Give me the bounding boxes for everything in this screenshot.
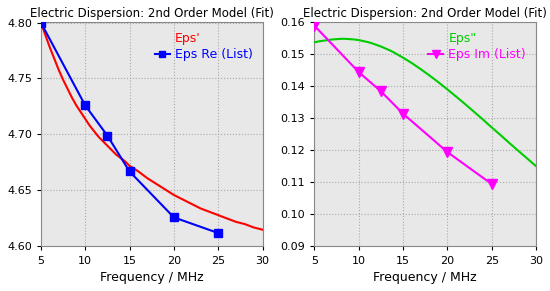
X-axis label: Frequency / MHz: Frequency / MHz <box>100 271 204 284</box>
X-axis label: Frequency / MHz: Frequency / MHz <box>373 271 477 284</box>
Title: Electric Dispersion: 2nd Order Model (Fit): Electric Dispersion: 2nd Order Model (Fi… <box>303 7 547 20</box>
Legend: Eps", Eps Im (List): Eps", Eps Im (List) <box>425 29 530 65</box>
Legend: Eps', Eps Re (List): Eps', Eps Re (List) <box>151 29 256 65</box>
Title: Electric Dispersion: 2nd Order Model (Fit): Electric Dispersion: 2nd Order Model (Fi… <box>30 7 273 20</box>
